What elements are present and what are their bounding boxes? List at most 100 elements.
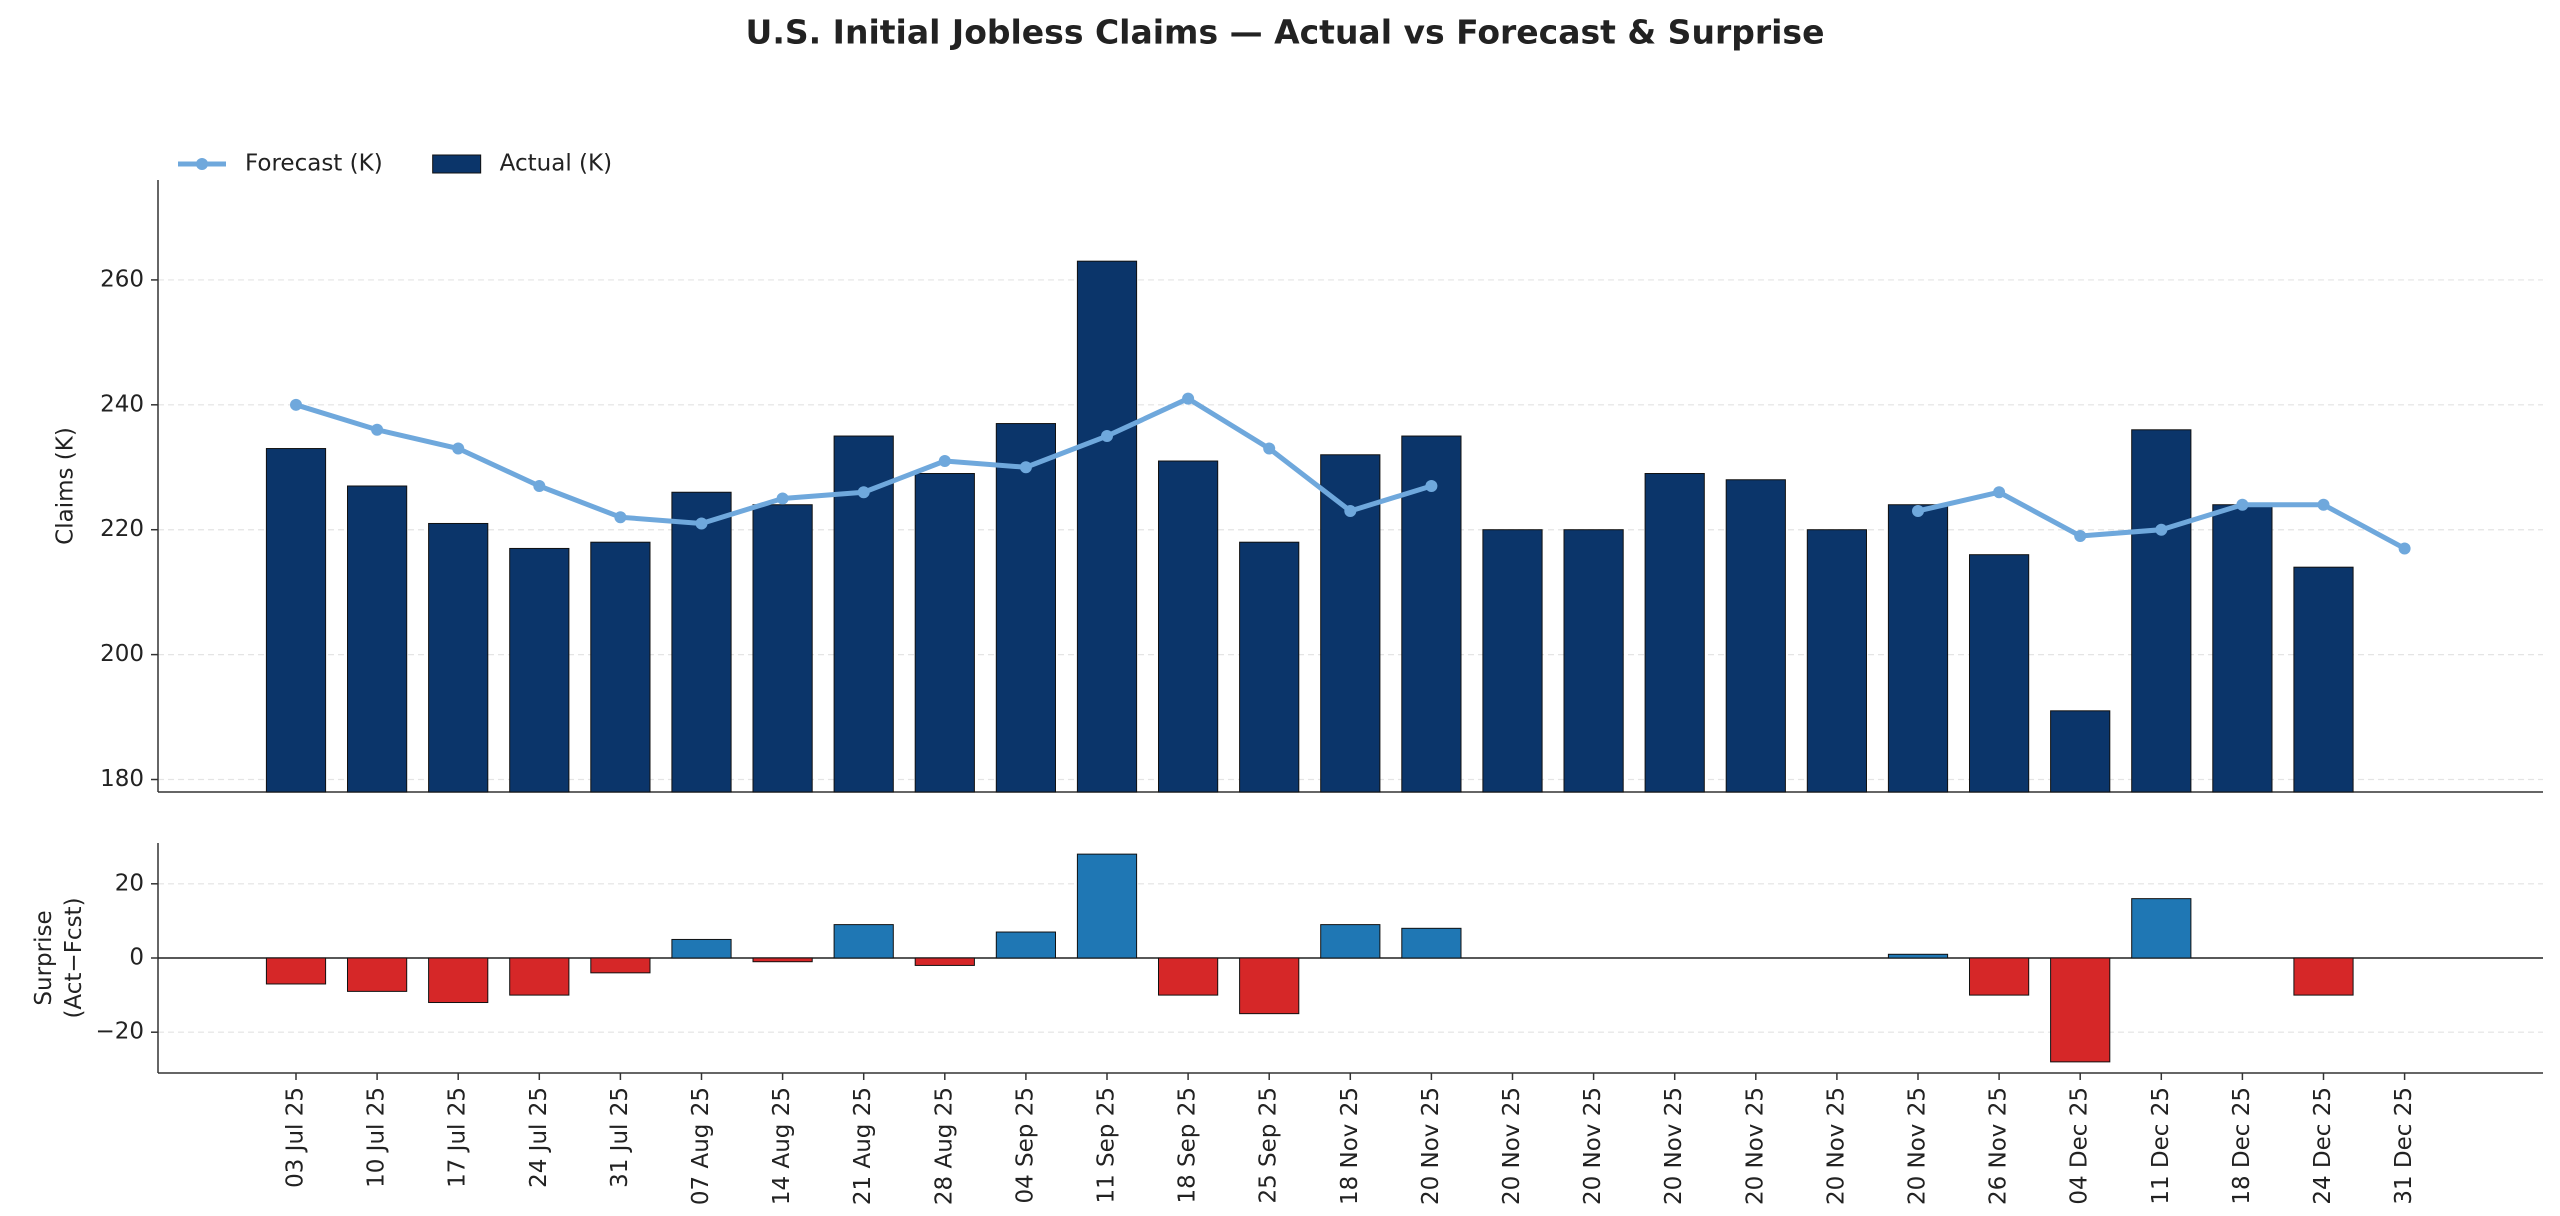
bar [995, 423, 1057, 793]
surprise-bar [1157, 957, 1219, 996]
forecast-point [371, 423, 384, 436]
x-tick-label: 04 Dec 25 [2067, 1087, 2093, 1205]
x-tick-label: 18 Nov 25 [1337, 1087, 1363, 1205]
forecast-point [1425, 480, 1438, 492]
x-tick-label: 17 Jul 25 [445, 1087, 471, 1188]
bar [1239, 541, 1300, 793]
surprise-bar [2131, 898, 2192, 959]
y-tick-label: 180 [100, 766, 144, 792]
bar [1725, 479, 1786, 793]
forecast-point [614, 511, 627, 524]
x-tick-label: 20 Nov 25 [1418, 1087, 1444, 1205]
forecast-point [533, 480, 546, 492]
bar [2212, 504, 2273, 793]
bar [265, 448, 327, 793]
surprise-bar [1320, 924, 1381, 959]
x-tick-label: 26 Nov 25 [1986, 1087, 2012, 1205]
surprise-bar [1076, 853, 1138, 959]
surprise-bar [752, 957, 813, 963]
forecast-point [1019, 461, 1032, 474]
surprise-bar [833, 924, 894, 959]
forecast-point [2317, 498, 2330, 511]
forecast-point [695, 517, 708, 530]
x-tick-label: 18 Dec 25 [2229, 1087, 2255, 1205]
bar [2131, 429, 2192, 793]
surprise-bar [995, 931, 1057, 959]
x-tick-label: 24 Dec 25 [2310, 1087, 2336, 1205]
surprise-bar [509, 957, 570, 996]
x-tick-label: 20 Nov 25 [1905, 1087, 1931, 1205]
forecast-point [857, 486, 870, 499]
bar [1806, 529, 1868, 793]
x-tick-label: 10 Jul 25 [364, 1087, 390, 1188]
x-tick-label: 24 Jul 25 [526, 1087, 552, 1188]
surprise-bar [671, 938, 732, 959]
forecast-point [290, 398, 302, 411]
x-tick-label: 14 Aug 25 [769, 1087, 795, 1205]
bar [1482, 529, 1543, 793]
surprise-bar [1239, 957, 1300, 1015]
surprise-bar [590, 957, 651, 974]
x-tick-label: 20 Nov 25 [1580, 1087, 1606, 1205]
forecast-point [452, 442, 465, 455]
chart-title: U.S. Initial Jobless Claims — Actual vs … [746, 13, 1825, 52]
bar [752, 504, 813, 793]
y-axis-label: Claims (K) [53, 427, 79, 545]
forecast-point [2236, 498, 2249, 511]
bar [2293, 566, 2354, 793]
forecast-point [776, 492, 789, 505]
bar [1076, 260, 1138, 793]
bar [1968, 554, 2030, 793]
y-tick-label: 200 [100, 641, 144, 667]
x-tick-label: 04 Sep 25 [1012, 1087, 1038, 1204]
y-tick-label: 0 [129, 945, 144, 971]
surprise-bar [2050, 957, 2111, 1063]
forecast-point [1182, 392, 1195, 405]
legend-marker [196, 158, 208, 170]
forecast-point [1263, 442, 1276, 455]
bar [590, 541, 651, 793]
forecast-point [2155, 523, 2168, 536]
surprise-bar [2293, 957, 2354, 996]
y-tick-label: 260 [100, 266, 144, 292]
x-tick-label: 31 Dec 25 [2391, 1087, 2417, 1205]
y-axis-label-line: Surprise [31, 910, 57, 1005]
x-tick-label: 11 Sep 25 [1094, 1087, 1120, 1204]
y-axis-label: Surprise (Act−Fcst) [31, 897, 87, 1018]
y-axis-label-line: (Act−Fcst) [61, 897, 87, 1018]
legend-label: Forecast (K) [245, 151, 383, 177]
bar [914, 473, 975, 793]
bar [1887, 504, 1949, 793]
bar [1157, 460, 1219, 793]
x-tick-label: 20 Nov 25 [1499, 1087, 1525, 1205]
surprise-bar [428, 957, 489, 1004]
forecast-point [2074, 529, 2087, 542]
surprise-bar [265, 957, 327, 985]
y-tick-label: 20 [115, 870, 144, 896]
legend-label: Actual (K) [500, 151, 612, 177]
x-tick-label: 03 Jul 25 [283, 1087, 309, 1188]
x-tick-label: 18 Sep 25 [1175, 1087, 1201, 1204]
x-tick-label: 31 Jul 25 [607, 1087, 633, 1188]
x-tick-label: 20 Nov 25 [1742, 1087, 1768, 1205]
forecast-point [1344, 504, 1357, 517]
forecast-point [1993, 486, 2006, 499]
x-tick-label: 20 Nov 25 [1823, 1087, 1849, 1205]
surprise-bar [346, 957, 408, 992]
x-tick-label: 07 Aug 25 [688, 1087, 714, 1205]
forecast-point [1912, 504, 1924, 517]
x-tick-label: 20 Nov 25 [1661, 1087, 1687, 1205]
bar [509, 547, 570, 793]
bar [671, 491, 732, 793]
x-tick-label: 11 Dec 25 [2148, 1087, 2174, 1205]
forecast-point [1101, 430, 1113, 443]
x-tick-label: 21 Aug 25 [850, 1087, 876, 1205]
bar [1644, 473, 1705, 793]
forecast-point [2398, 542, 2411, 555]
x-tick-label: 25 Sep 25 [1256, 1087, 1282, 1204]
y-tick-label: 240 [100, 391, 144, 417]
surprise-bar [1401, 927, 1462, 959]
forecast-point [938, 455, 951, 468]
bar [428, 522, 489, 793]
